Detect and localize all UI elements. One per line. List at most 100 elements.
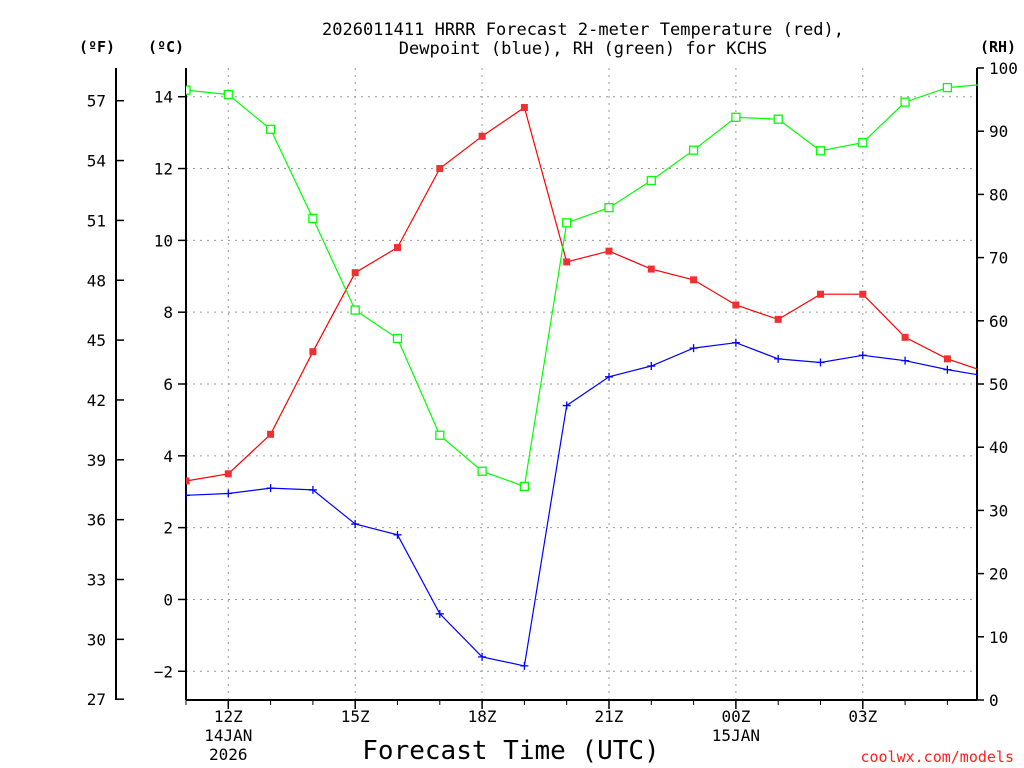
dewpoint-point (943, 365, 952, 374)
temperature-point (647, 265, 655, 273)
x-axis-label: Forecast Time (UTC) (362, 736, 659, 766)
fahrenheit-tick-label: 48 (87, 271, 106, 290)
temperature-point (690, 276, 698, 284)
temperature-point (774, 315, 782, 323)
rh-point (731, 112, 741, 122)
temperature-point (732, 301, 740, 309)
dewpoint-point (351, 520, 360, 529)
credit-text: coolwx.com/models (860, 748, 1014, 766)
dewpoint-point (774, 354, 783, 363)
celsius-tick-label: 10 (154, 231, 173, 250)
rh-point (350, 305, 360, 315)
x-tick-label: 12Z (214, 707, 243, 726)
temperature-point (436, 165, 444, 173)
rh-point (604, 203, 614, 213)
dewpoint-point (647, 362, 656, 371)
rh-tick-label: 30 (989, 501, 1008, 520)
dewpoint-point (562, 401, 571, 410)
temperature-point (520, 104, 528, 111)
temperature-point (816, 290, 824, 298)
dewpoint-point (266, 484, 275, 493)
rh-tick-label: 40 (989, 438, 1008, 457)
dewpoint-point (308, 485, 317, 494)
fahrenheit-tick-label: 39 (87, 451, 106, 470)
rh-point (265, 124, 276, 134)
celsius-tick-label: 2 (163, 519, 173, 538)
dewpoint-point (858, 351, 867, 360)
rh-line (186, 84, 978, 488)
temperature-point (563, 258, 571, 266)
dewpoint-point (901, 356, 910, 365)
x-date-label: 14JAN (204, 726, 252, 745)
celsius-tick-label: 6 (163, 375, 173, 394)
series-layer (186, 80, 994, 670)
rh-tick-label: 10 (989, 628, 1008, 647)
temperature-point (186, 477, 190, 485)
fahrenheit-tick-label: 45 (87, 331, 106, 350)
rh-point (519, 481, 530, 492)
x-tick-label: 21Z (595, 707, 624, 726)
dewpoint-point (520, 661, 529, 670)
dewpoint-point (224, 489, 233, 498)
fahrenheit-tick-label: 54 (87, 152, 106, 171)
dewpoint-point (478, 652, 487, 661)
temperature-point (309, 348, 317, 356)
fahrenheit-tick-label: 42 (87, 391, 106, 410)
rh-point (477, 466, 487, 476)
rh-tick-label: 100 (989, 59, 1018, 78)
chart-title-line-2: Dewpoint (blue), RH (green) for KCHS (399, 39, 767, 59)
rh-tick-label: 0 (989, 691, 999, 710)
rh-point (900, 97, 910, 107)
temperature-point (478, 132, 486, 140)
x-tick-label: 00Z (721, 707, 750, 726)
temperature-point (351, 269, 359, 277)
dewpoint-point (816, 358, 825, 367)
series-group (186, 80, 994, 670)
rh-point (186, 85, 191, 95)
x-date-label: 15JAN (712, 726, 760, 745)
rh-point (858, 137, 868, 148)
fahrenheit-axis-unit: (ºF) (79, 38, 115, 56)
temperature-point (859, 290, 867, 298)
rh-point (392, 333, 403, 344)
x-tick-label: 15Z (341, 707, 370, 726)
dewpoint-point (435, 609, 444, 618)
celsius-axis-unit: (ºC) (148, 38, 184, 56)
grid-lines (186, 68, 977, 700)
celsius-tick-label: 8 (163, 303, 173, 322)
rh-point (223, 89, 233, 100)
rh-tick-label: 50 (989, 375, 1008, 394)
axis-ticks: −2 0 2 4 6 8 10 12 14 27 30 33 36 39 42 45 48 51 54 57 0 10 20… (87, 59, 1018, 764)
rh-tick-label: 20 (989, 565, 1008, 584)
temperature-point (393, 244, 401, 252)
rh-point (986, 80, 994, 88)
fahrenheit-tick-label: 33 (87, 571, 106, 590)
x-tick-label: 18Z (468, 707, 497, 726)
rh-point (308, 213, 318, 224)
rh-point (435, 430, 445, 440)
temperature-point (901, 333, 909, 341)
celsius-tick-label: 0 (163, 590, 173, 609)
rh-axis-unit: (RH) (980, 38, 1016, 56)
fahrenheit-tick-label: 36 (87, 511, 106, 530)
temperature-point (267, 430, 275, 438)
rh-point (646, 175, 656, 186)
rh-tick-label: 90 (989, 122, 1008, 141)
axes (115, 68, 978, 701)
rh-point (815, 146, 826, 156)
celsius-tick-label: 12 (154, 160, 173, 179)
fahrenheit-tick-label: 30 (87, 630, 106, 649)
fahrenheit-tick-label: 57 (87, 92, 106, 111)
temperature-line (186, 106, 978, 482)
rh-point (773, 114, 783, 124)
rh-point (688, 145, 699, 155)
celsius-tick-label: 4 (163, 447, 173, 466)
temperature-point (943, 355, 951, 363)
dewpoint-point (689, 344, 698, 353)
rh-tick-label: 70 (989, 249, 1008, 268)
dewpoint-point (604, 372, 613, 381)
rh-point (942, 82, 953, 93)
dewpoint-point (731, 338, 740, 347)
rh-tick-label: 80 (989, 185, 1008, 204)
